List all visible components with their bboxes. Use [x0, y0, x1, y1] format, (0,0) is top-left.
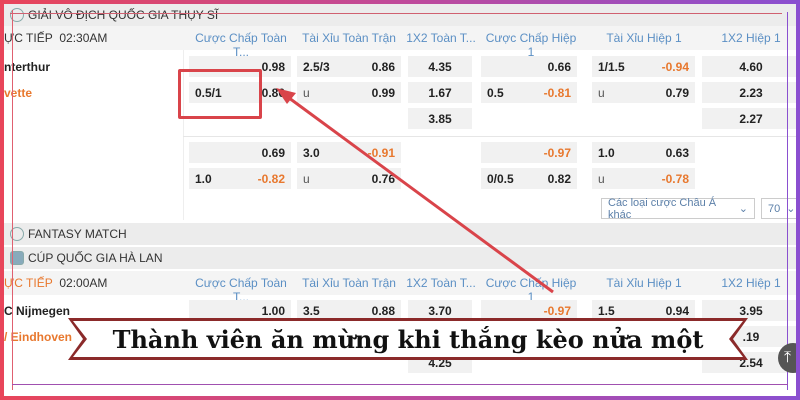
caption-banner: Thành viên ăn mừng khi thắng kèo nửa một: [68, 318, 748, 360]
caption-text: Thành viên ăn mừng khi thắng kèo nửa một: [112, 324, 704, 354]
arrow-up-icon: ⤒: [784, 349, 792, 366]
scroll-top-button[interactable]: ⤒: [778, 343, 800, 373]
